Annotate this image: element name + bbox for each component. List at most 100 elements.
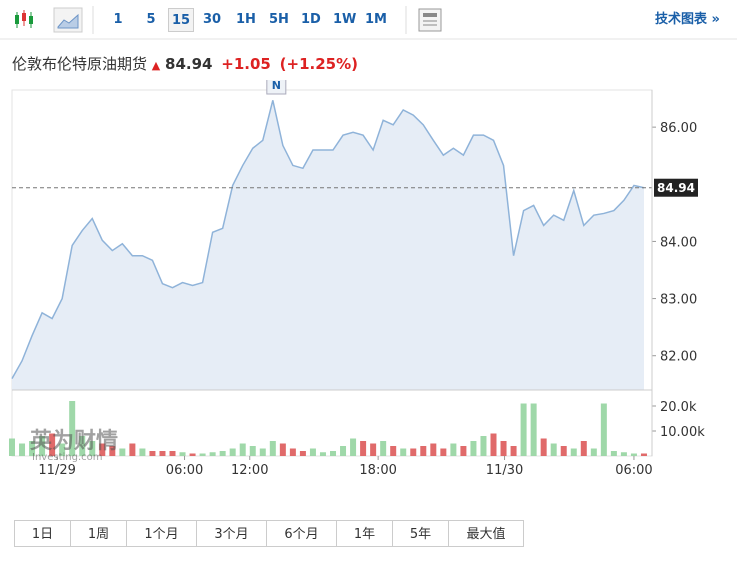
- interval-button[interactable]: 5H: [269, 12, 289, 27]
- range-button[interactable]: 1年: [336, 520, 393, 547]
- volume-bar: [390, 446, 397, 456]
- volume-bar: [450, 443, 457, 456]
- volume-bar: [159, 451, 166, 456]
- price-change: +1.05: [221, 55, 271, 73]
- y-tick-label: 83.00: [660, 293, 697, 308]
- volume-bar: [129, 443, 136, 456]
- volume-bar: [470, 441, 477, 456]
- volume-bar: [410, 448, 417, 456]
- interval-button[interactable]: 1W: [333, 12, 357, 27]
- interval-button[interactable]: 1D: [301, 12, 321, 27]
- volume-bar: [209, 452, 216, 456]
- range-button[interactable]: 5年: [392, 520, 449, 547]
- interval-button[interactable]: 30: [203, 12, 222, 27]
- volume-bar: [640, 453, 647, 456]
- volume-bar: [380, 441, 387, 456]
- x-tick-label: 18:00: [359, 463, 396, 478]
- watermark-cn: 英为财情: [30, 428, 118, 454]
- price-label: 84.94: [657, 181, 695, 195]
- volume-bar: [39, 436, 46, 456]
- technical-charts-link[interactable]: 技术图表 »: [655, 12, 720, 27]
- toolbar-icons: [0, 6, 737, 40]
- volume-bar: [239, 443, 246, 456]
- area-icon[interactable]: [53, 7, 83, 33]
- volume-bar: [79, 436, 86, 456]
- volume-bar: [219, 451, 226, 456]
- range-button[interactable]: 6个月: [266, 520, 337, 547]
- volume-bar: [540, 438, 547, 456]
- price-label-box: [654, 178, 698, 197]
- last-price: 84.94: [165, 55, 213, 73]
- range-button[interactable]: 最大值: [448, 520, 524, 547]
- volume-bar: [370, 443, 377, 456]
- candle-icon[interactable]: [15, 10, 33, 28]
- volume-bar: [69, 401, 76, 456]
- volume-bar: [360, 441, 367, 456]
- interval-button[interactable]: 15: [168, 8, 195, 32]
- volume-bar: [500, 441, 507, 456]
- volume-bar: [229, 448, 236, 456]
- volume-bar: [570, 448, 577, 456]
- volume-bar: [340, 446, 347, 456]
- volume-bar: [89, 441, 96, 456]
- up-arrow: ▲: [151, 59, 161, 72]
- range-button[interactable]: 1周: [70, 520, 127, 547]
- volume-bar: [139, 448, 146, 456]
- range-button[interactable]: 1个月: [126, 520, 197, 547]
- volume-bar: [630, 453, 637, 456]
- volume-bar: [330, 451, 337, 456]
- x-tick-label: 12:00: [231, 463, 268, 478]
- volume-bar: [350, 438, 357, 456]
- y-tick-label: 20.0k: [660, 400, 697, 415]
- volume-bar: [109, 446, 116, 456]
- interval-button[interactable]: 1H: [236, 12, 256, 27]
- interval-button[interactable]: 1: [113, 12, 123, 27]
- quote-header: 伦敦布伦特原油期货 ▲ 84.94 +1.05 (+1.25%): [12, 53, 358, 74]
- interval-button[interactable]: 5: [146, 12, 156, 27]
- volume-bar: [610, 451, 617, 456]
- volume-bar: [319, 452, 326, 456]
- price-change-pct: (+1.25%): [279, 55, 358, 73]
- event-marker: N: [272, 80, 281, 92]
- volume-bar: [149, 451, 156, 456]
- x-tick-label: 11/30: [486, 463, 523, 478]
- volume-bar: [430, 443, 437, 456]
- volume-bar: [550, 443, 557, 456]
- volume-bar: [19, 443, 26, 456]
- volume-bar: [49, 433, 56, 456]
- volume-bar: [179, 452, 186, 456]
- area-fill: [12, 100, 644, 391]
- volume-bar: [59, 443, 66, 456]
- volume-bar: [119, 448, 126, 456]
- y-tick-label: 84.00: [660, 235, 697, 250]
- price-line: [11, 100, 645, 379]
- layout-icon[interactable]: [418, 8, 442, 32]
- volume-bar: [279, 443, 286, 456]
- volume-bar: [590, 448, 597, 456]
- volume-bar: [560, 446, 567, 456]
- x-tick-label: 11/29: [38, 463, 75, 478]
- volume-bar: [289, 448, 296, 456]
- event-marker-box: [266, 80, 287, 95]
- volume-bar: [309, 448, 316, 456]
- volume-bar: [169, 451, 176, 456]
- volume-bar: [460, 446, 467, 456]
- range-button[interactable]: 1日: [14, 520, 71, 547]
- volume-bar: [420, 446, 427, 456]
- volume-bar: [259, 448, 266, 456]
- volume-bar: [620, 452, 627, 456]
- volume-bar: [440, 448, 447, 456]
- y-tick-label: 82.00: [660, 350, 697, 365]
- interval-button[interactable]: 1M: [365, 12, 387, 27]
- volume-bar: [299, 451, 306, 456]
- watermark-en: Investing.com: [32, 452, 103, 463]
- volume-bar: [400, 448, 407, 456]
- chart: 84.94 N 82.00 83.00 84.00 86.00 10.00k 20.0k 11/…: [9, 80, 705, 478]
- x-tick-label: 06:00: [615, 463, 652, 478]
- volume-bar: [29, 441, 36, 456]
- x-tick-label: 06:00: [166, 463, 203, 478]
- volume-bar: [530, 403, 537, 456]
- range-button[interactable]: 3个月: [196, 520, 267, 547]
- instrument-name: 伦敦布伦特原油期货: [12, 55, 148, 73]
